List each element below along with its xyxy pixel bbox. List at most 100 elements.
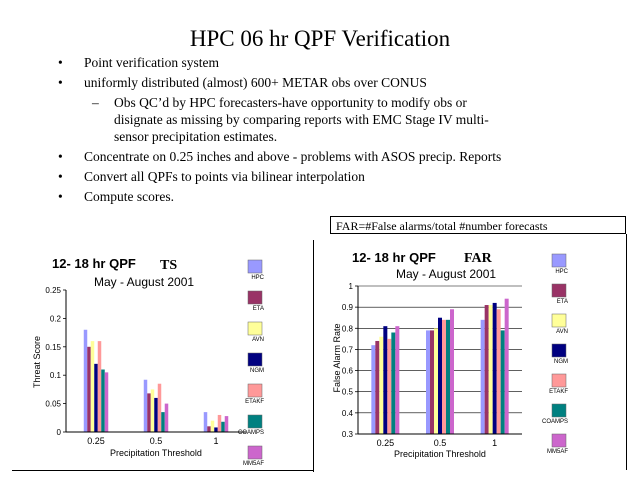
chart-legend: HPC ETA AVN NGM ETAKF COAMPS MM5AF [542,253,569,455]
legend-label: NGM [250,368,264,374]
legend-swatch [247,290,263,305]
bar [492,302,497,434]
bullet-text: Point verification system [84,55,219,70]
bullet-item: • Convert all QPFs to points via bilinear… [58,168,618,185]
x-tick-label: 0.5 [434,438,447,448]
bar [450,309,454,434]
bullet-item: • Concentrate on 0.25 inches and above - … [58,148,618,165]
y-axis-label: Threat Score [32,336,42,388]
dash-glyph: – [92,95,99,110]
bar [104,372,109,432]
bar [83,329,88,432]
bar [426,330,430,434]
legend-swatch [551,373,567,388]
sub-bullet-line: sensor precipitation estimates. [114,129,278,144]
y-axis-label: False Alarm Rate [332,323,342,392]
y-tick-label: 0.9 [342,303,354,312]
bar [442,319,446,434]
bar [504,298,509,434]
y-tick-label: 0.5 [342,388,354,397]
bar [488,305,493,434]
y-tick-label: 0 [57,428,62,437]
y-tick-label: 0.3 [342,430,354,439]
x-tick-label: 1 [492,438,497,448]
y-tick-label: 0.8 [342,324,354,333]
x-axis-label: Precipitation Threshold [110,448,202,458]
legend-swatch [247,414,263,429]
bullet-glyph: • [58,169,63,184]
bar [214,427,218,432]
bar [161,412,165,432]
bar [446,319,450,434]
bar [480,319,485,434]
y-tick-label: 0.05 [45,400,61,409]
bar [217,414,222,432]
bullet-text: uniformly distributed (almost) 600+ META… [84,75,427,90]
legend-swatch [247,383,263,398]
y-tick-labels: 0 0.05 0.1 0.15 0.2 0.25 [45,286,66,437]
legend-label: COAMPS [542,419,568,425]
bullet-glyph: • [58,189,63,204]
sub-bullet-line: Obs QC’d by HPC forecasters-have opportu… [114,95,467,110]
legend-label: NGM [554,359,568,365]
bar [221,421,225,432]
bar [434,328,438,434]
bar [150,389,155,432]
legend-label: HPC [555,269,568,275]
legend-label: HPC [251,275,264,281]
bar [430,330,434,434]
x-tick-labels: 0.25 0.5 1 [377,438,498,448]
threat-score-chart: 12- 18 hr QPF TS May - August 2001 Threa… [32,256,265,467]
y-tick-label: 0.25 [45,286,61,295]
bar [207,426,211,432]
legend-swatch [551,313,567,328]
legend-swatch [247,259,263,274]
y-tick-label: 0.4 [342,409,354,418]
x-tick-label: 1 [213,436,218,446]
legend-swatch [551,433,567,448]
chart-title: 12- 18 hr QPF [352,250,436,265]
bar [87,346,91,432]
bullet-glyph: • [58,149,63,164]
bullet-item: • Compute scores. [58,188,618,205]
legend-label: ETA [557,299,568,305]
bar-group [83,329,229,432]
frame-line [12,470,314,471]
y-tick-label: 0.2 [50,314,62,323]
bullet-text: Convert all QPFs to points via bilinear … [84,169,365,184]
legend-label: ETAKF [245,399,264,405]
bullet-glyph: • [58,55,63,70]
y-tick-labels: 0.3 0.4 0.5 0.6 0.7 0.8 0.9 1 [342,282,358,439]
bar [94,363,98,432]
bar [383,326,388,434]
legend-label: AVN [252,337,264,343]
y-tick-label: 0.7 [342,345,354,354]
legend-label: MM5AF [243,461,264,467]
sub-bullet-item: – Obs QC’d by HPC forecasters-have oppor… [58,94,618,145]
x-tick-labels: 0.25 0.5 1 [87,436,218,446]
bar [164,403,169,432]
bullet-text: Compute scores. [84,189,174,204]
y-tick-label: 0.15 [45,343,61,352]
legend-swatch [551,343,567,358]
bar [224,416,229,432]
legend-swatch [247,445,263,460]
bar [143,379,148,432]
legend-swatch [247,352,263,367]
legend-label: MM5AF [547,449,568,455]
chart-title: 12- 18 hr QPF [52,256,136,271]
bar [147,393,151,432]
x-tick-label: 0.25 [87,436,105,446]
bullet-list: • Point verification system • uniformly di… [58,54,618,208]
bullet-item: • uniformly distributed (almost) 600+ MET… [58,74,618,91]
legend-swatch [247,321,263,336]
bar [387,338,392,434]
x-tick-label: 0.25 [377,438,395,448]
frame-line [313,240,314,472]
legend-swatch [551,403,567,418]
bar [379,336,384,434]
legend-label: COAMPS [238,430,264,436]
legend-label: AVN [556,329,568,335]
legend-label: ETA [253,306,264,312]
bar [90,341,95,432]
